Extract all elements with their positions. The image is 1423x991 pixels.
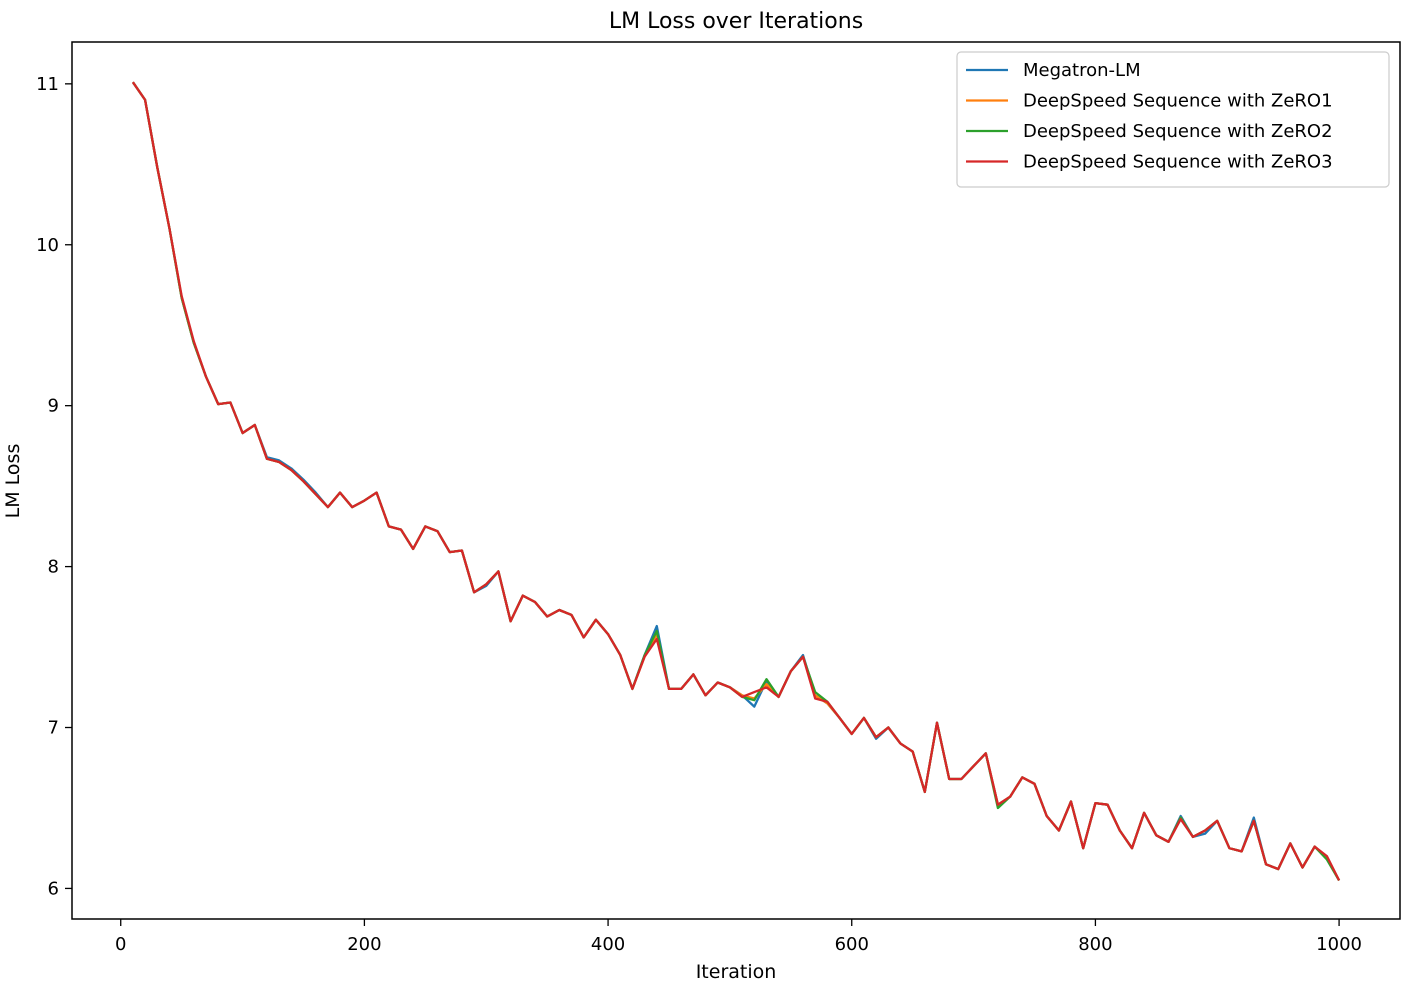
x-axis-label: Iteration — [696, 961, 777, 983]
x-tick-label: 800 — [1078, 934, 1112, 955]
legend-label: DeepSpeed Sequence with ZeRO3 — [1023, 152, 1333, 173]
x-axis: 0 200 400 600 800 1000 — [115, 919, 1362, 955]
y-tick-label: 9 — [48, 396, 59, 417]
x-tick-label: 0 — [115, 934, 126, 955]
x-tick-label: 400 — [591, 934, 625, 955]
plot-series — [131, 81, 1341, 881]
y-tick-label: 7 — [48, 718, 59, 739]
plot-frame — [71, 41, 1401, 920]
legend-label: Megatron-LM — [1023, 60, 1141, 81]
legend-label: DeepSpeed Sequence with ZeRO2 — [1023, 121, 1333, 142]
y-tick-label: 6 — [48, 878, 59, 899]
legend: Megatron-LM DeepSpeed Sequence with ZeRO1… — [956, 51, 1390, 188]
y-axis-label: LM Loss — [2, 444, 24, 519]
series-line-4 — [131, 81, 1341, 881]
y-axis: 6 7 8 9 10 11 — [36, 74, 72, 899]
y-tick-label: 8 — [48, 557, 59, 578]
x-tick-label: 200 — [347, 934, 381, 955]
y-tick-label: 10 — [36, 235, 59, 256]
legend-label: DeepSpeed Sequence with ZeRO1 — [1023, 91, 1333, 112]
x-tick-label: 600 — [835, 934, 869, 955]
legend-box — [956, 51, 1390, 188]
chart-title: LM Loss over Iterations — [609, 9, 863, 34]
x-tick-label: 1000 — [1316, 934, 1362, 955]
y-tick-label: 11 — [36, 74, 59, 95]
